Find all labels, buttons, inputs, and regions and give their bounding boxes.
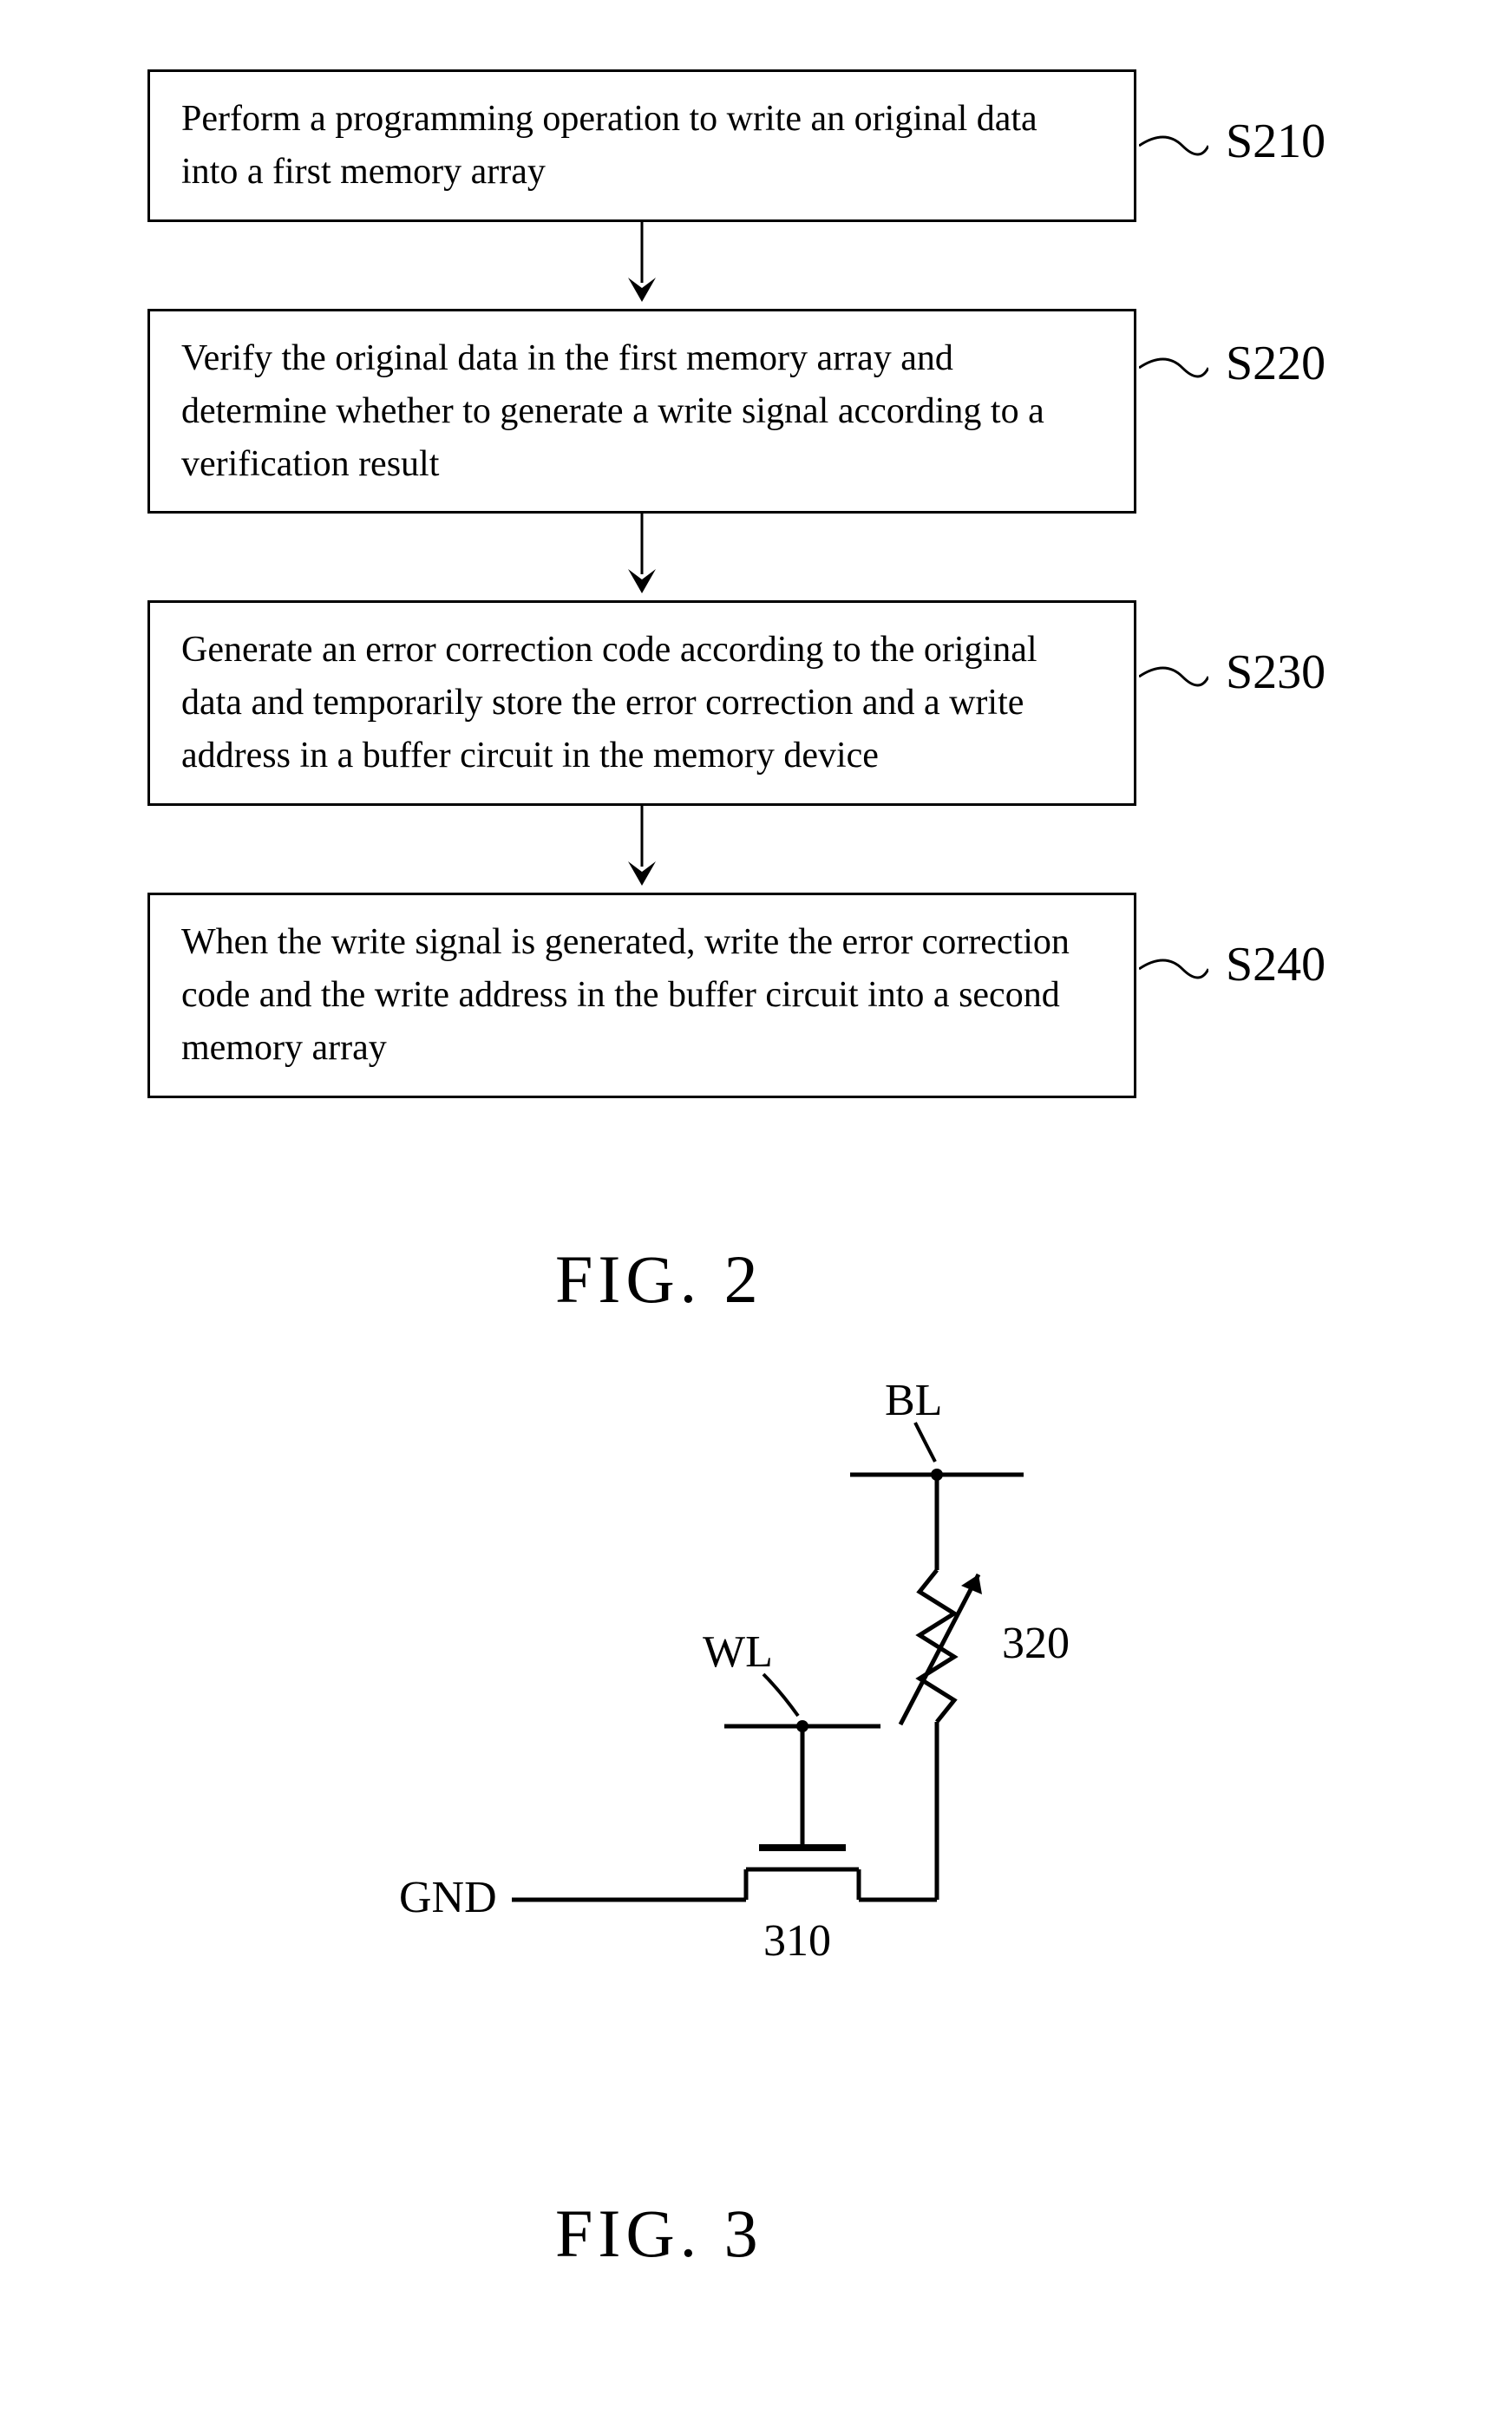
flowchart-arrow [147, 806, 1136, 893]
transistor-ref-label: 310 [763, 1915, 831, 1967]
flowchart-step-s230: Generate an error correction code accord… [147, 600, 1136, 806]
step-text: Perform a programming operation to write… [181, 99, 1037, 192]
flowchart-fig2: Perform a programming operation to write… [147, 69, 1345, 1098]
label-connector [1139, 346, 1208, 389]
arrow-head-icon [626, 276, 658, 304]
arrow-shaft [641, 222, 644, 283]
label-connector [1139, 655, 1208, 698]
arrow-shaft [641, 514, 644, 574]
circuit-fig3: BL WL GND 310 320 [416, 1388, 1128, 2047]
step-label: S210 [1226, 107, 1325, 177]
resistor-ref-label: 320 [1002, 1618, 1070, 1669]
step-text: Verify the original data in the first me… [181, 338, 1044, 484]
flowchart-arrow [147, 222, 1136, 309]
arrow-head-icon [626, 567, 658, 595]
step-label: S220 [1226, 329, 1325, 399]
step-text: Generate an error correction code accord… [181, 630, 1037, 776]
flowchart-step-s220: Verify the original data in the first me… [147, 309, 1136, 514]
flowchart-arrow [147, 514, 1136, 600]
figure-3-caption: FIG. 3 [555, 2195, 763, 2273]
label-connector [1139, 124, 1208, 167]
wl-label: WL [703, 1626, 773, 1678]
flowchart-step-s240: When the write signal is generated, writ… [147, 893, 1136, 1098]
arrow-shaft [641, 806, 644, 867]
bl-label: BL [885, 1375, 942, 1426]
arrow-head-icon [626, 860, 658, 887]
step-text: When the write signal is generated, writ… [181, 922, 1070, 1068]
gnd-label: GND [399, 1872, 497, 1923]
step-label: S230 [1226, 638, 1325, 708]
label-connector [1139, 947, 1208, 991]
figure-2-caption: FIG. 2 [555, 1240, 763, 1319]
flowchart-step-s210: Perform a programming operation to write… [147, 69, 1136, 222]
step-label: S240 [1226, 930, 1325, 1000]
